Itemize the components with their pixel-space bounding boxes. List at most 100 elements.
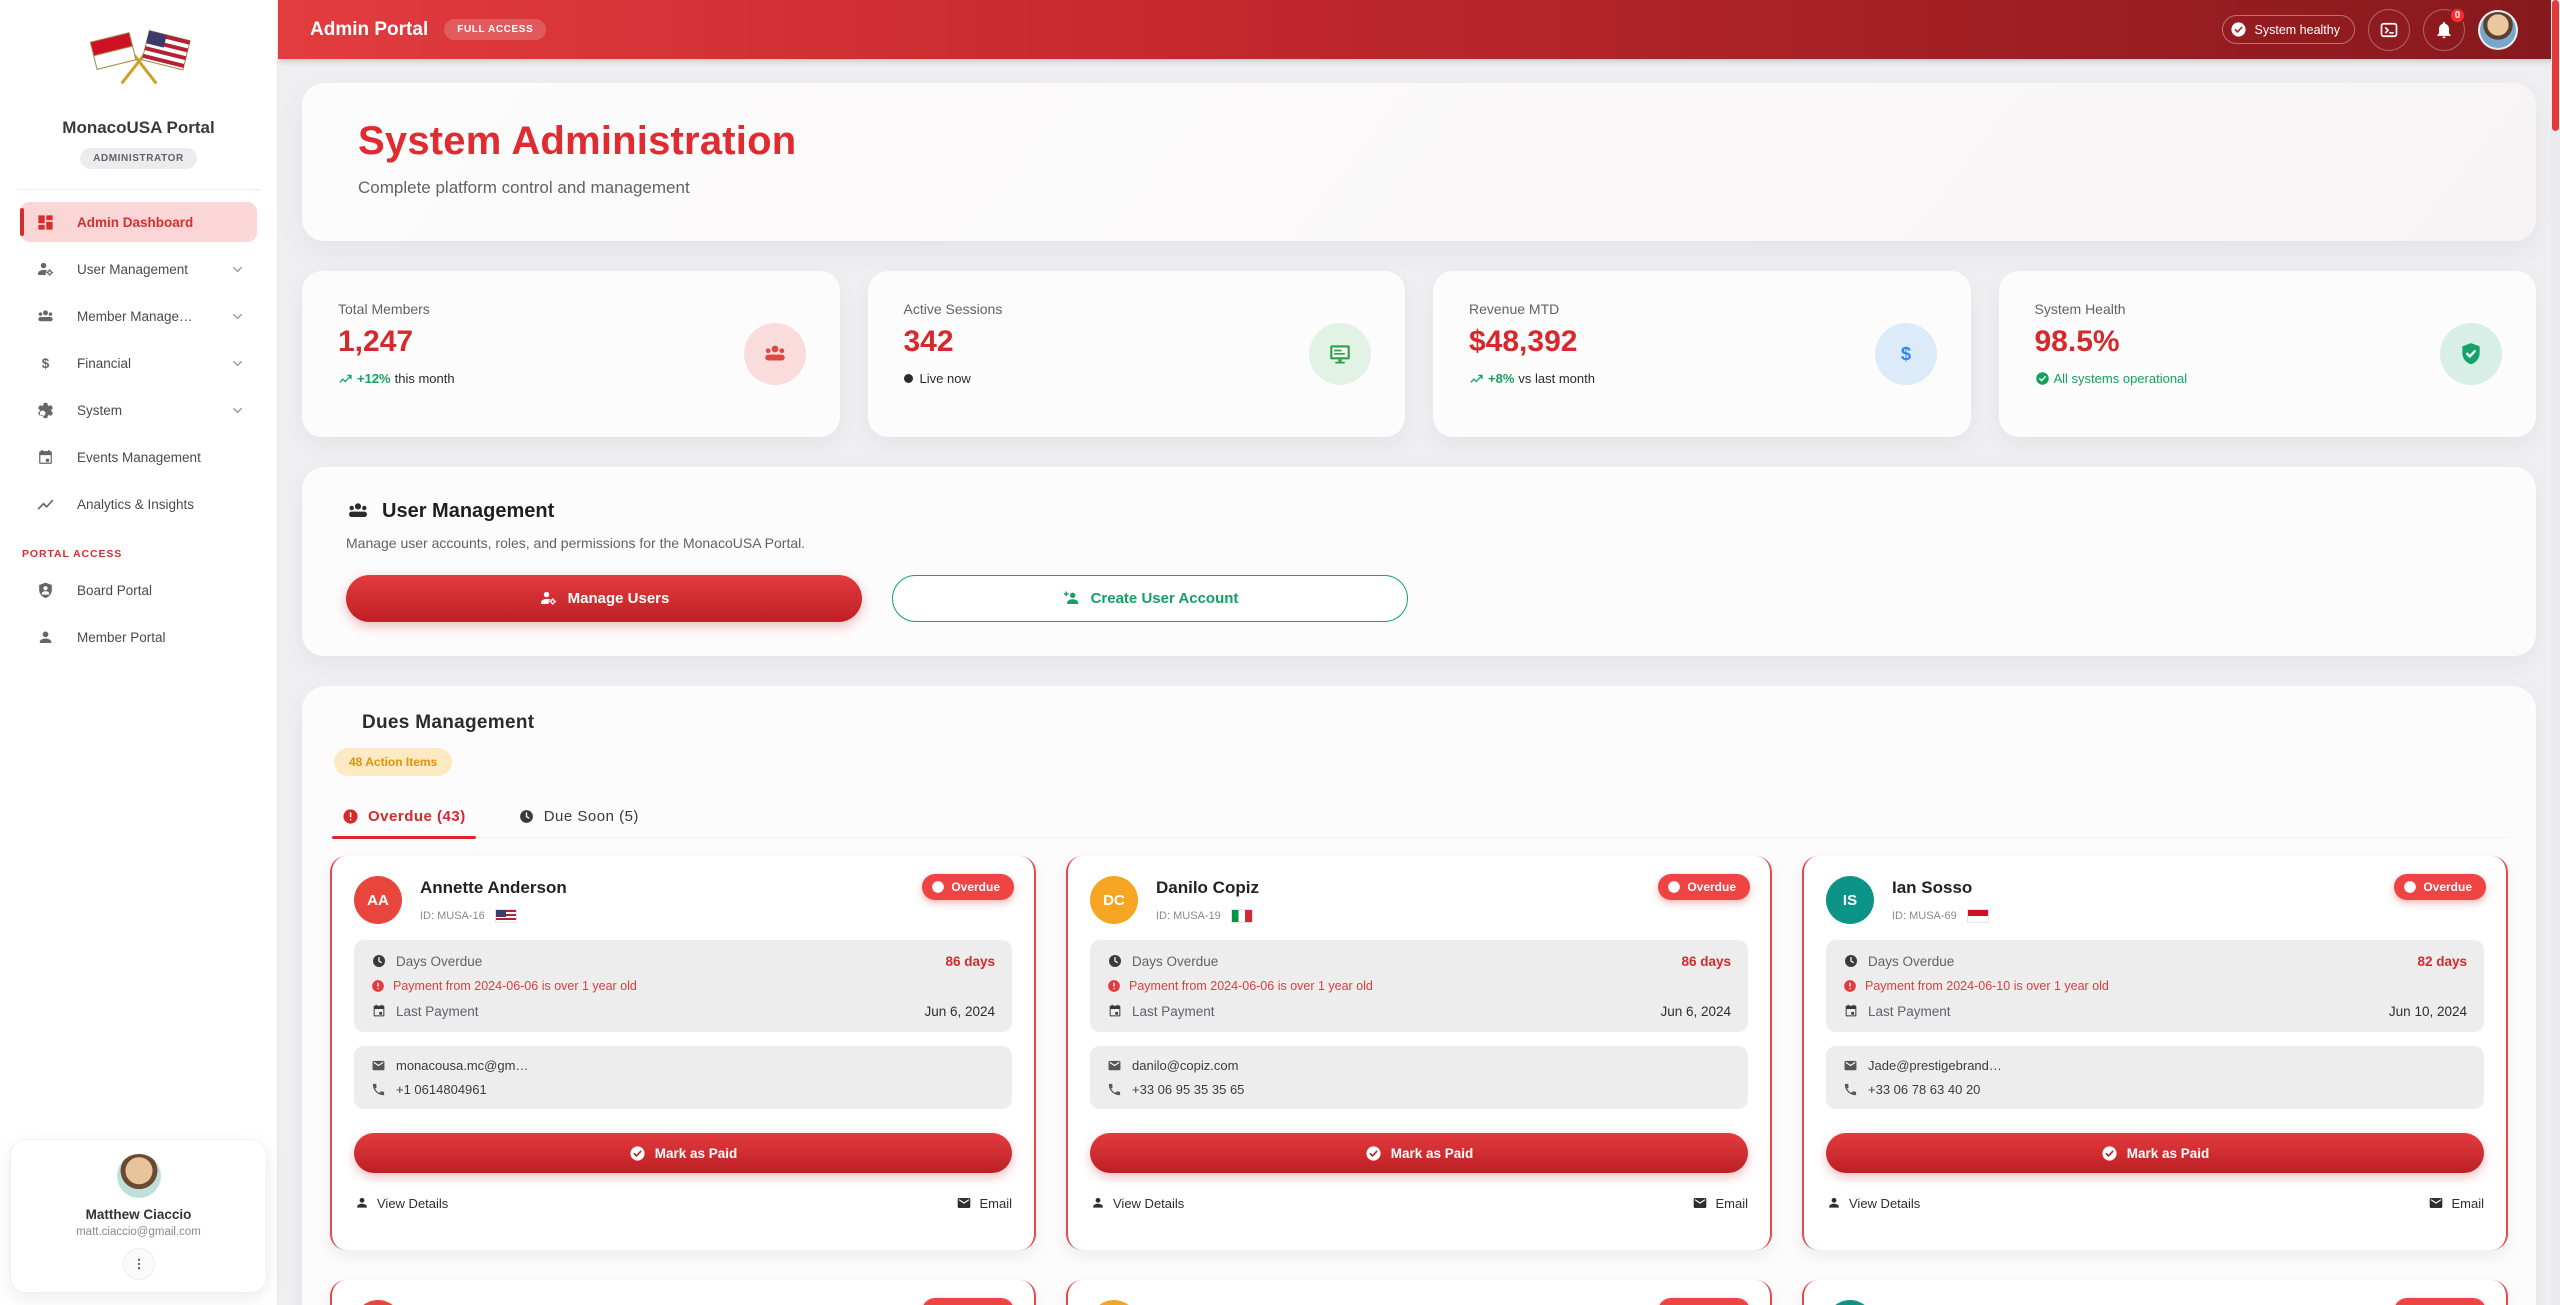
member-name: Annette Anderson <box>420 878 567 897</box>
last-payment-label: Last Payment <box>1132 1003 1215 1019</box>
view-details-link[interactable]: View Details <box>1090 1195 1184 1211</box>
check-circle-icon <box>2101 1145 2118 1162</box>
view-details-link[interactable]: View Details <box>354 1195 448 1211</box>
clock-icon <box>371 953 387 969</box>
notifications-button[interactable]: 0 <box>2423 6 2466 51</box>
user-avatar-button[interactable] <box>2478 9 2518 50</box>
alert-circle-icon <box>371 979 385 993</box>
monaco-flag-icon <box>1966 909 1989 923</box>
stat-subtext: +8% vs last month <box>1469 371 1935 386</box>
status-badge: Overdue <box>1658 1298 1750 1305</box>
phone-icon <box>371 1082 386 1097</box>
contact-box: danilo@copiz.com +33 06 95 35 35 65 <box>1090 1046 1748 1109</box>
live-dot <box>903 374 913 383</box>
calendar-icon <box>1843 1003 1859 1019</box>
email-link[interactable]: Email <box>2428 1195 2484 1211</box>
stat-card-total-members: Total Members 1,247 +12% this month <box>302 271 840 437</box>
last-payment-label: Last Payment <box>1868 1003 1951 1019</box>
sidebar-item-label: Financial <box>77 355 132 371</box>
check-circle-icon <box>2230 21 2247 38</box>
calendar-icon <box>371 1003 387 1019</box>
clock-icon <box>518 808 535 825</box>
alert-circle-icon <box>1667 880 1681 894</box>
sidebar-item-admin-dashboard[interactable]: Admin Dashboard <box>20 202 257 242</box>
profile-email: matt.ciaccio@gmail.com <box>76 1226 201 1238</box>
trend-caption: this month <box>394 371 455 386</box>
tab-overdue[interactable]: Overdue (43) <box>332 802 476 839</box>
stat-card-revenue-mtd: Revenue MTD $48,392 +8% vs last month <box>1433 271 1971 437</box>
system-health-text: System healthy <box>2254 22 2340 37</box>
envelope-icon <box>1692 1195 1708 1211</box>
member-phone: +1 0614804961 <box>396 1082 487 1097</box>
member-header: AA Annette Anderson ID: MUSA-16 <box>354 876 1012 924</box>
create-user-account-button[interactable]: Create User Account <box>892 575 1408 622</box>
sidebar-item-events-management[interactable]: Events Management <box>20 437 257 477</box>
dashboard-content: System Administration Complete platform … <box>278 59 2560 1305</box>
dollar-icon <box>36 354 55 373</box>
status-badge: Overdue <box>922 874 1014 900</box>
sidebar-item-member-management[interactable]: Member Manage… <box>20 296 257 336</box>
stat-subtext: All systems operational <box>2035 371 2501 386</box>
person-add-icon <box>1062 589 1081 608</box>
sidebar-item-analytics-insights[interactable]: Analytics & Insights <box>20 484 257 524</box>
manage-users-button[interactable]: Manage Users <box>346 575 862 622</box>
italy-flag-icon <box>1230 909 1253 923</box>
avatar: AA <box>354 876 402 924</box>
envelope-icon <box>956 1195 972 1211</box>
sidebar-item-member-portal[interactable]: Member Portal <box>20 617 257 657</box>
sidebar-item-financial[interactable]: Financial <box>20 343 257 383</box>
trend-percent: +8% <box>1488 371 1515 386</box>
sidebar-nav: Admin Dashboard User Management Member M… <box>0 202 277 524</box>
terminal-button[interactable] <box>2368 8 2410 51</box>
terminal-icon <box>2379 20 2399 40</box>
payment-warning: Payment from 2024-06-10 is over 1 year o… <box>1843 979 2467 993</box>
vertical-scrollbar <box>2551 0 2560 1305</box>
email-link[interactable]: Email <box>956 1195 1012 1211</box>
member-header: DC Danilo Copiz ID: MUSA-19 <box>1090 876 1748 924</box>
sidebar-item-system[interactable]: System <box>20 390 257 430</box>
dashboard-icon <box>36 213 55 232</box>
tab-due-soon[interactable]: Due Soon (5) <box>514 802 643 837</box>
days-overdue-label: Days Overdue <box>396 953 483 969</box>
avatar: DC <box>1090 876 1138 924</box>
mark-as-paid-button[interactable]: Mark as Paid <box>354 1133 1012 1173</box>
envelope-icon <box>1843 1058 1858 1073</box>
person-icon <box>1090 1195 1106 1211</box>
member-id: ID: MUSA-19 <box>1156 910 1221 922</box>
crossed-flags-logo <box>89 29 191 84</box>
days-overdue-value: 86 days <box>945 953 995 969</box>
stat-label: Revenue MTD <box>1469 301 1560 317</box>
sidebar-item-user-management[interactable]: User Management <box>20 249 257 289</box>
trend-up-icon <box>338 371 353 386</box>
profile-menu-button[interactable] <box>122 1248 155 1280</box>
scrollbar-thumb[interactable] <box>2552 0 2559 131</box>
stat-card-active-sessions: Active Sessions 342 Live now <box>867 271 1405 437</box>
phone-icon <box>1107 1082 1122 1097</box>
dues-management-section: Dues Management 48 Action Items Overdue … <box>302 686 2536 1305</box>
mark-as-paid-button[interactable]: Mark as Paid <box>1090 1133 1748 1173</box>
email-link[interactable]: Email <box>1692 1195 1748 1211</box>
envelope-icon <box>371 1058 386 1073</box>
trend-caption: All systems operational <box>2053 371 2188 386</box>
last-payment-value: Jun 10, 2024 <box>2388 1003 2467 1019</box>
calendar-icon <box>1107 1003 1123 1019</box>
stat-label: System Health <box>2034 301 2126 317</box>
sidebar-item-label: User Management <box>77 261 189 277</box>
sidebar-item-board-portal[interactable]: Board Portal <box>20 570 257 610</box>
mark-as-paid-button[interactable]: Mark as Paid <box>1826 1133 2484 1173</box>
trend-percent: +12% <box>357 371 391 386</box>
avatar <box>116 1154 161 1198</box>
view-details-link[interactable]: View Details <box>1826 1195 1920 1211</box>
dollar-stat-icon <box>1874 323 1937 385</box>
member-card-annette-anderson: Overdue AA Annette Anderson ID: MUSA-16 <box>330 856 1036 1250</box>
bell-icon <box>2434 20 2454 40</box>
gear-icon <box>36 401 55 420</box>
member-name: Lucy Lines <box>1892 1302 1981 1305</box>
chart-icon <box>36 495 55 514</box>
check-circle-icon <box>2035 371 2050 386</box>
person-icon <box>1826 1195 1842 1211</box>
stat-value: $48,392 <box>1469 325 1578 358</box>
phone-icon <box>1843 1082 1858 1097</box>
trend-up-icon <box>1469 371 1484 386</box>
